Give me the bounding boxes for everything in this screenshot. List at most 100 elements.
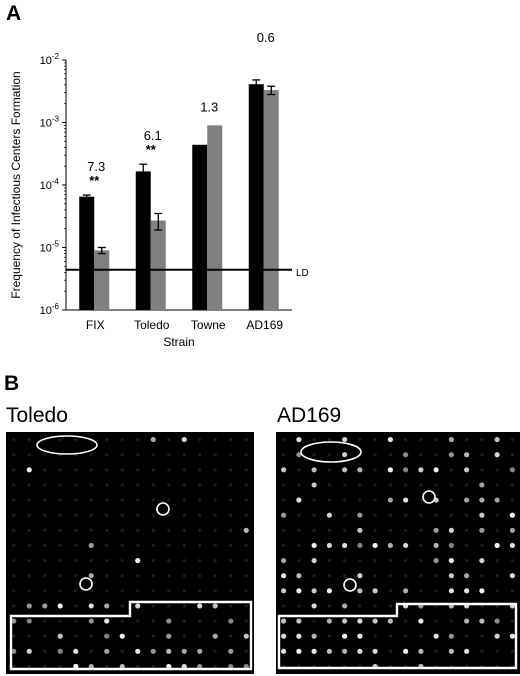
array-spot-faint [89, 589, 93, 593]
array-spot-faint [434, 589, 438, 593]
array-spot-faint [167, 574, 171, 578]
array-spot-faint [27, 574, 31, 578]
array-spot-faint [419, 483, 423, 487]
array-spot [73, 648, 79, 654]
array-spot [243, 663, 249, 670]
array-spot-faint [327, 558, 331, 563]
array-spot [311, 588, 317, 594]
array-spot [150, 436, 156, 443]
array-spot-faint [182, 513, 186, 517]
spot-group-highlight [300, 441, 362, 463]
array-spot-faint [449, 513, 453, 517]
array-spot [403, 452, 409, 458]
array-spot-faint [120, 513, 124, 517]
array-spot-faint [198, 574, 202, 578]
array-spot-faint [27, 437, 31, 442]
array-spot [372, 542, 378, 549]
array-spot-faint [167, 589, 171, 593]
array-spot-faint [312, 619, 316, 623]
array-spot-faint [244, 498, 248, 502]
array-spot-faint [105, 543, 109, 548]
array-spot-faint [12, 528, 16, 532]
array-spot [104, 603, 110, 609]
array-spot [372, 618, 378, 624]
array-spot [311, 603, 317, 609]
array-spot-faint [151, 483, 155, 487]
array-spot-faint [89, 558, 93, 563]
array-spot-faint [480, 453, 484, 457]
bar-towne-series-1 [192, 144, 208, 310]
array-spot-faint [151, 604, 155, 608]
array-spot-faint [343, 483, 347, 487]
array-spot-faint [167, 513, 171, 517]
array-spot-faint [388, 453, 392, 457]
array-spot-faint [229, 513, 233, 517]
array-spot [228, 663, 234, 670]
array-spot-faint [419, 543, 423, 548]
array-spot-faint [510, 619, 514, 623]
array-spot-faint [136, 513, 140, 517]
x-tick-label-toledo: Toledo [134, 318, 170, 332]
y-tick-label-0: 10-6 [40, 302, 60, 317]
array-spot-faint [495, 558, 499, 563]
array-spot-faint [120, 483, 124, 487]
array-spot-faint [434, 649, 438, 653]
array-spot-faint [12, 604, 16, 608]
array-spot-faint [74, 558, 78, 563]
array-spot [494, 618, 500, 624]
array-spot-faint [198, 468, 202, 472]
array-spot-faint [480, 634, 484, 638]
array-spot-faint [327, 528, 331, 532]
array-spot [281, 512, 287, 518]
array-spot-faint [151, 558, 155, 563]
array-spot [311, 633, 317, 639]
array-spot-faint [312, 574, 316, 578]
array-spot-faint [229, 574, 233, 578]
bar-ad169-series-2 [263, 90, 279, 310]
array-spot [311, 557, 317, 564]
array-spot-faint [151, 589, 155, 593]
array-spot-faint [198, 558, 202, 563]
array-spot [26, 648, 32, 654]
array-spot-faint [244, 483, 248, 487]
array-spot-faint [120, 543, 124, 548]
array-spot [433, 557, 439, 564]
array-spot [296, 452, 302, 458]
array-spot-faint [213, 543, 217, 548]
array-spot-faint [297, 528, 301, 532]
array-spot-faint [404, 528, 408, 532]
array-spot [26, 618, 32, 624]
array-spot-faint [449, 468, 453, 472]
array-spot-faint [136, 453, 140, 457]
array-spot-faint [151, 664, 155, 669]
array-spot-faint [327, 437, 331, 442]
array-spot [342, 618, 348, 624]
array-spot [197, 663, 203, 670]
array-spot [479, 512, 485, 518]
array-spot [281, 648, 287, 654]
array-spot [448, 527, 454, 533]
array-spot [311, 542, 317, 549]
array-spot [281, 467, 287, 473]
array-spot-faint [244, 589, 248, 593]
array-spot-faint [480, 649, 484, 653]
array-spot-faint [43, 558, 47, 563]
array-spot [57, 603, 63, 609]
array-spot-faint [43, 513, 47, 517]
array-spot [509, 512, 515, 518]
array-spot [296, 436, 302, 443]
array-spot-faint [388, 634, 392, 638]
array-spot-faint [244, 468, 248, 472]
array-spot [479, 618, 485, 624]
array-spot-faint [495, 483, 499, 487]
array-spot [197, 603, 203, 609]
region-highlight-box [277, 602, 518, 670]
array-spot [372, 648, 378, 654]
array-spot [494, 436, 500, 443]
array-spot [448, 648, 454, 654]
spot-group-highlight [36, 435, 98, 455]
array-spot [387, 436, 393, 443]
array-spot-faint [27, 634, 31, 638]
array-spot [403, 542, 409, 549]
array-spot [326, 588, 332, 594]
